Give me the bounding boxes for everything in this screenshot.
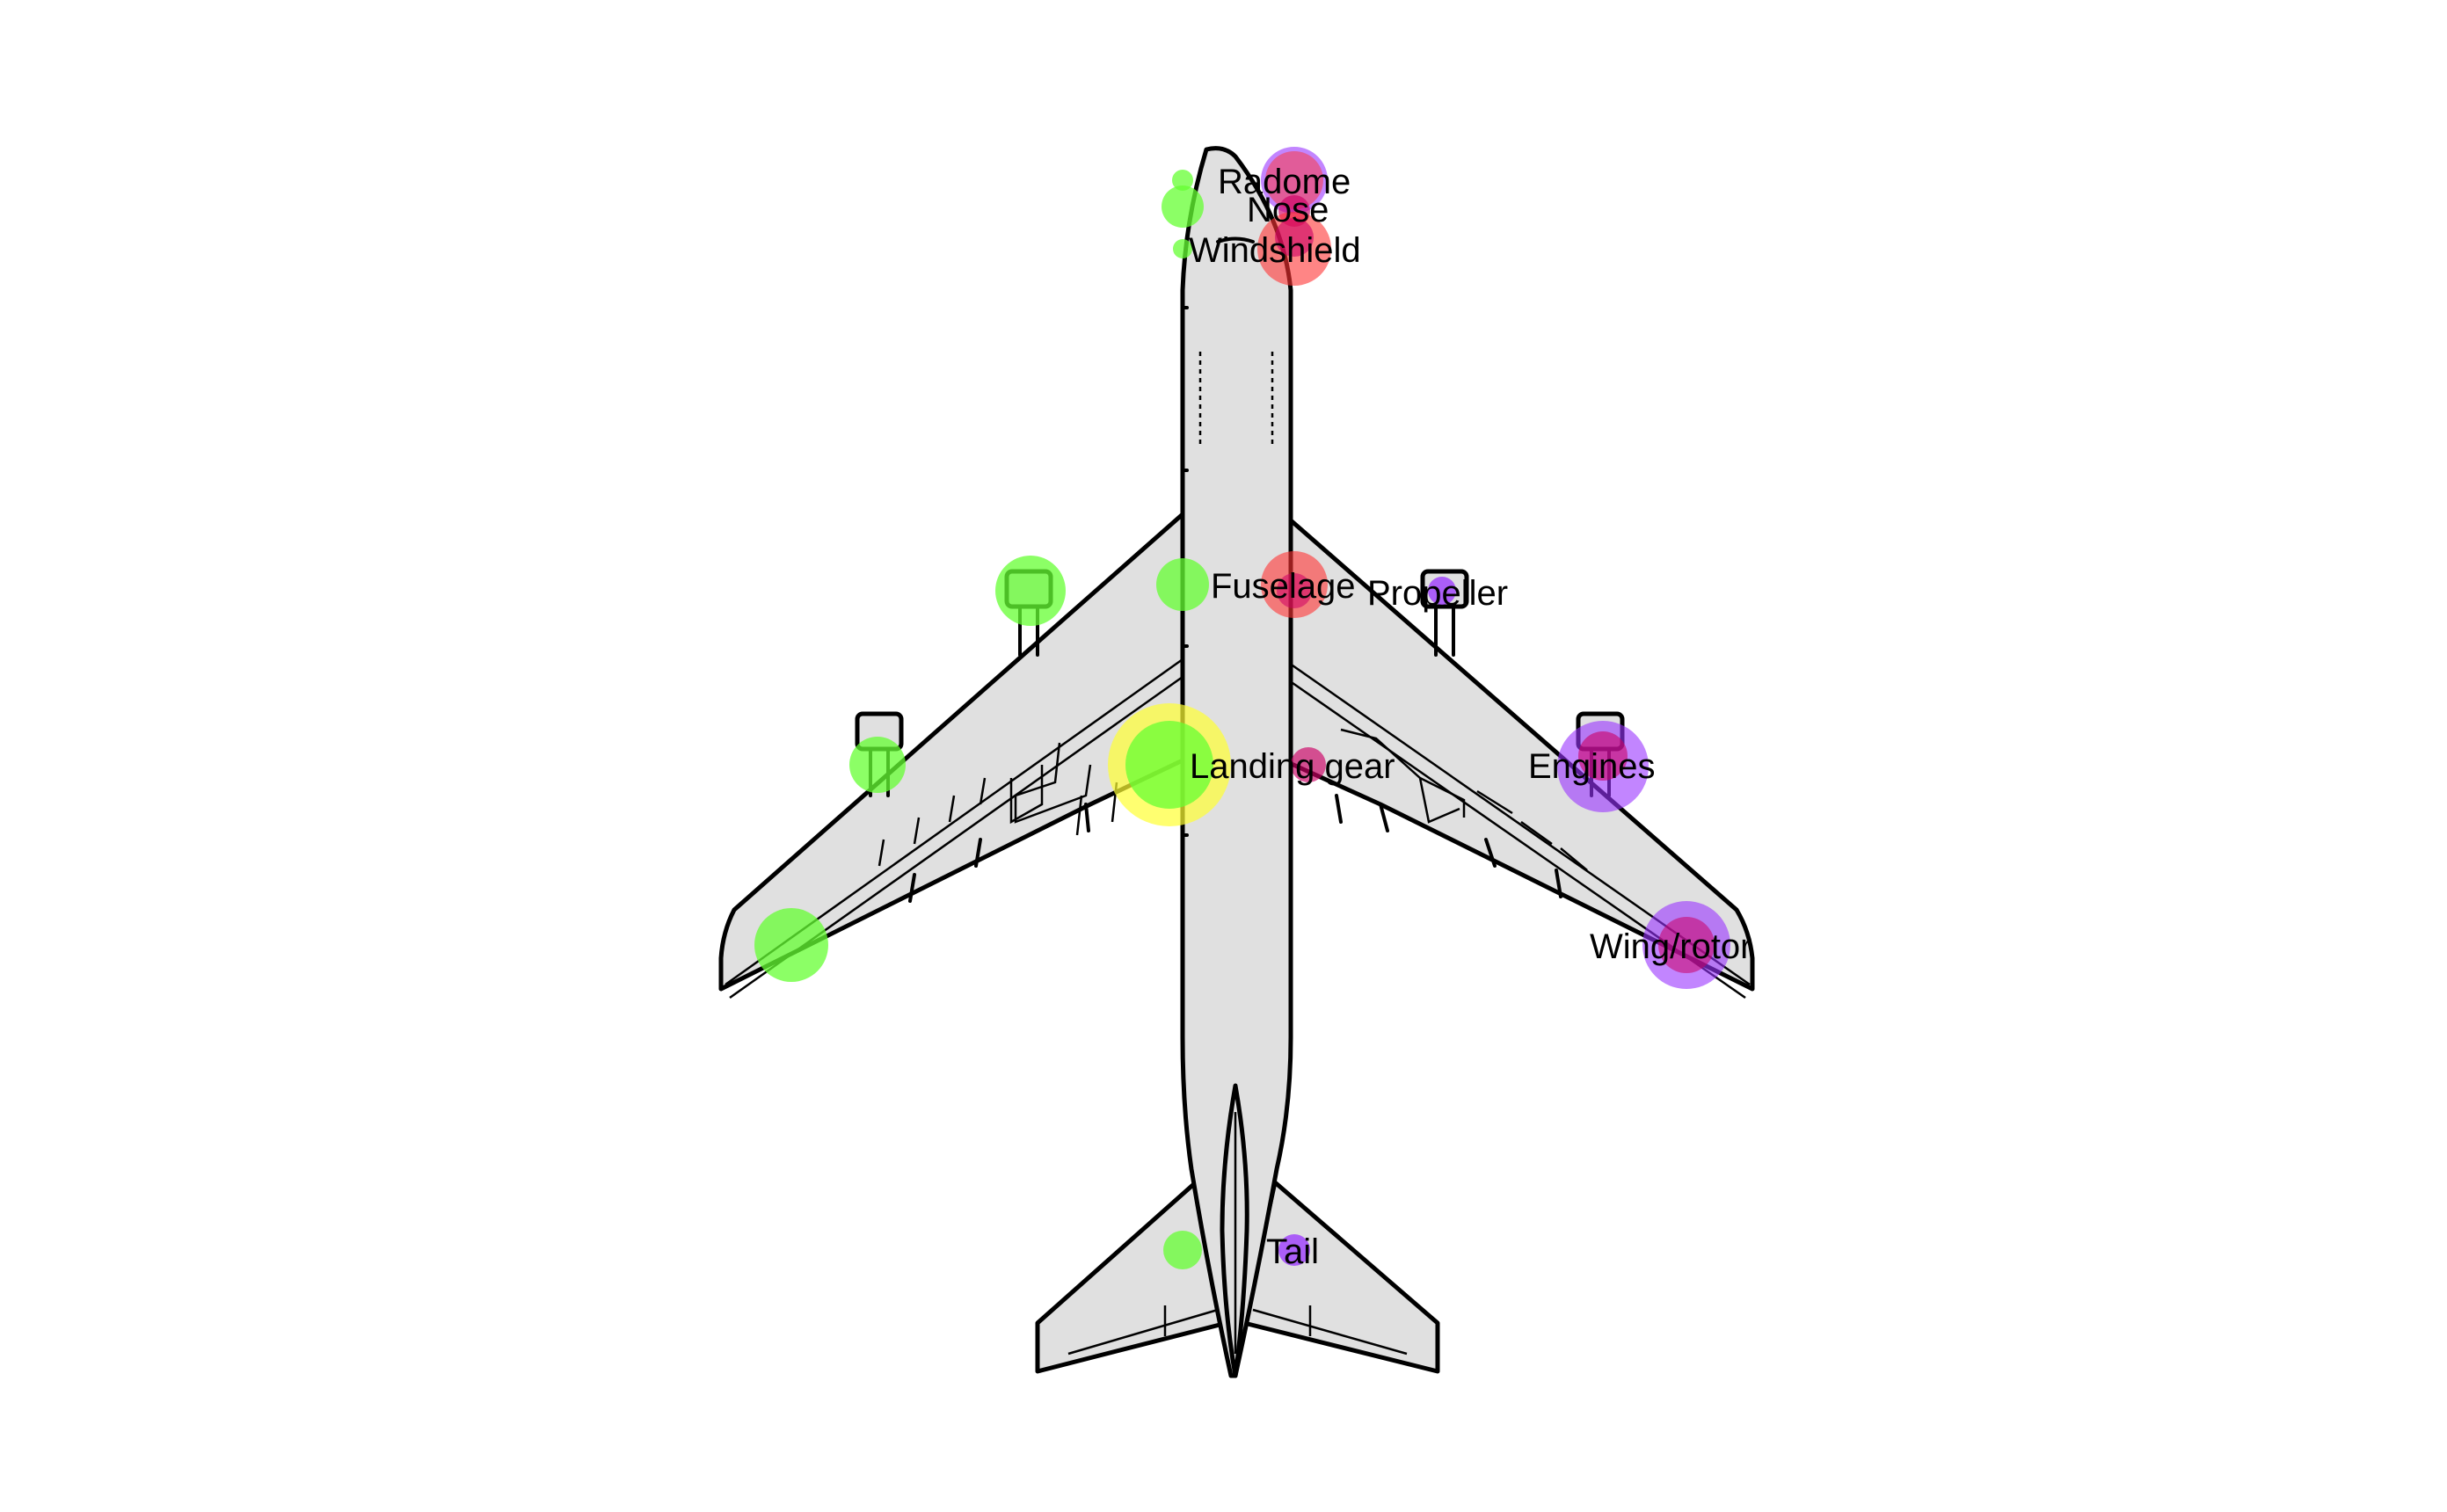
marker-green-tail: [1163, 1231, 1202, 1269]
marker-red-radome: [1265, 151, 1323, 209]
label-engines: Engines: [1528, 747, 1656, 786]
marker-purple-tail: [1278, 1234, 1310, 1266]
left-wing: [718, 512, 1185, 992]
label-windshield: Windshield: [1189, 231, 1361, 270]
label-landing-gear: Landing gear: [1190, 747, 1395, 786]
marker-magenta-fuselage: [1277, 573, 1312, 608]
marker-magenta-engines: [1578, 731, 1628, 781]
marker-magenta-wing: [1658, 917, 1715, 973]
airplane-outline: [718, 146, 1755, 1378]
label-nose: Nose: [1247, 191, 1329, 229]
marker-bubbles: [754, 147, 1730, 1269]
marker-green-nose: [1162, 185, 1204, 228]
marker-green-radome: [1172, 170, 1193, 191]
marker-green-wing: [754, 908, 828, 982]
label-propeller: Propeller: [1367, 574, 1508, 613]
right-stabilizer: [1242, 1180, 1440, 1374]
part-labels: Radome Nose Windshield Fuselage Propelle…: [1189, 163, 1752, 1271]
marker-green-landing-gear: [1125, 721, 1213, 809]
marker-green-windshield: [1173, 239, 1192, 258]
marker-green-fuselage: [1156, 558, 1209, 611]
label-wing-rotor: Wing/rotor: [1590, 927, 1752, 966]
left-wing-flaps: [725, 658, 1183, 1000]
marker-green-engines: [849, 737, 906, 793]
marker-purple-propeller: [1428, 577, 1456, 605]
right-wing: [1281, 512, 1755, 992]
label-tail: Tail: [1266, 1232, 1319, 1271]
marker-magenta-landing-gear: [1291, 747, 1326, 782]
label-fuselage: Fuselage: [1211, 567, 1356, 606]
marker-green-propeller: [995, 556, 1066, 626]
marker-magenta-windshield: [1275, 218, 1314, 257]
label-radome: Radome: [1218, 163, 1351, 201]
